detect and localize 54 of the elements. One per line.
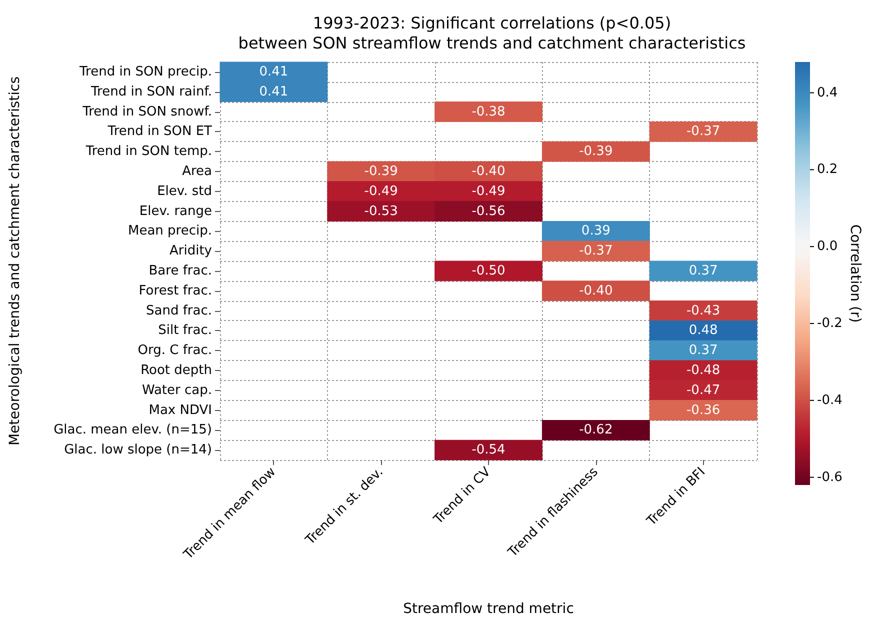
color-bar-label: -0.6 (817, 470, 842, 485)
data-label: -0.47 (686, 382, 720, 398)
y-tick-label: Elev. std (157, 184, 212, 199)
color-bar-label: 0.4 (817, 85, 838, 100)
color-bar-label: -0.2 (817, 316, 842, 331)
y-tick-label: Aridity (169, 244, 212, 259)
y-axis-title: Meteorological trends and catchment characteristics (7, 76, 23, 446)
data-label: -0.38 (472, 104, 506, 120)
y-tick-label: Silt frac. (158, 323, 212, 338)
data-label: 0.48 (688, 323, 718, 338)
data-label: -0.39 (579, 144, 613, 160)
color-bar-label: 0.2 (817, 162, 838, 178)
data-label: -0.49 (364, 184, 398, 199)
y-tick-label: Glac. mean elev. (n=15) (54, 422, 212, 438)
y-tick-label: Trend in SON ET (106, 124, 212, 140)
data-label: -0.53 (364, 204, 398, 219)
y-tick-label: Water cap. (142, 382, 212, 398)
data-label: 0.39 (581, 224, 610, 239)
y-tick-label: Root depth (140, 362, 212, 378)
y-tick-label: Bare frac. (148, 263, 212, 278)
y-tick-label: Elev. range (139, 204, 212, 219)
data-label: 0.41 (259, 84, 288, 100)
data-label: 0.37 (688, 263, 718, 278)
y-tick-label: Org. C frac. (138, 343, 212, 358)
y-tick-label: Trend in SON temp. (84, 144, 212, 160)
x-axis-title: Streamflow trend metric (403, 601, 574, 617)
chart-title: 1993-2023: Significant correlations (p<0.05) between SON streamflow trends and catchment characteristics (238, 14, 746, 52)
data-label: -0.62 (579, 422, 613, 438)
data-label: -0.36 (686, 402, 720, 418)
data-label: -0.56 (472, 204, 506, 219)
data-label: -0.49 (472, 184, 506, 199)
y-tick-label: Glac. low slope (n=14) (64, 442, 212, 458)
data-label: -0.48 (686, 362, 720, 378)
y-tick-label: Sand frac. (146, 303, 212, 318)
data-label: -0.50 (472, 263, 506, 278)
y-tick-label: Trend in SON snowf. (82, 104, 212, 120)
data-label: -0.37 (579, 244, 613, 259)
color-bar-label: -0.4 (817, 392, 842, 408)
y-tick-label: Trend in SON rainf. (90, 84, 212, 100)
y-tick-label: Mean precip. (128, 224, 212, 239)
data-label: -0.40 (472, 164, 506, 179)
color-bar-label: 0.0 (817, 239, 838, 254)
y-tick-label: Area (182, 164, 212, 179)
y-tick-label: Forest frac. (138, 283, 212, 298)
data-label: 0.41 (259, 64, 288, 80)
y-tick-label: Trend in SON precip. (78, 64, 212, 80)
data-label: -0.43 (686, 303, 720, 318)
data-label: -0.40 (579, 283, 613, 298)
y-tick-label: Max NDVI (148, 402, 212, 418)
data-label: -0.39 (364, 164, 398, 179)
color-bar-title: Correlation (r) (847, 224, 863, 323)
data-label: -0.37 (686, 124, 720, 140)
data-label: 0.37 (688, 343, 718, 358)
data-label: -0.54 (472, 442, 506, 458)
